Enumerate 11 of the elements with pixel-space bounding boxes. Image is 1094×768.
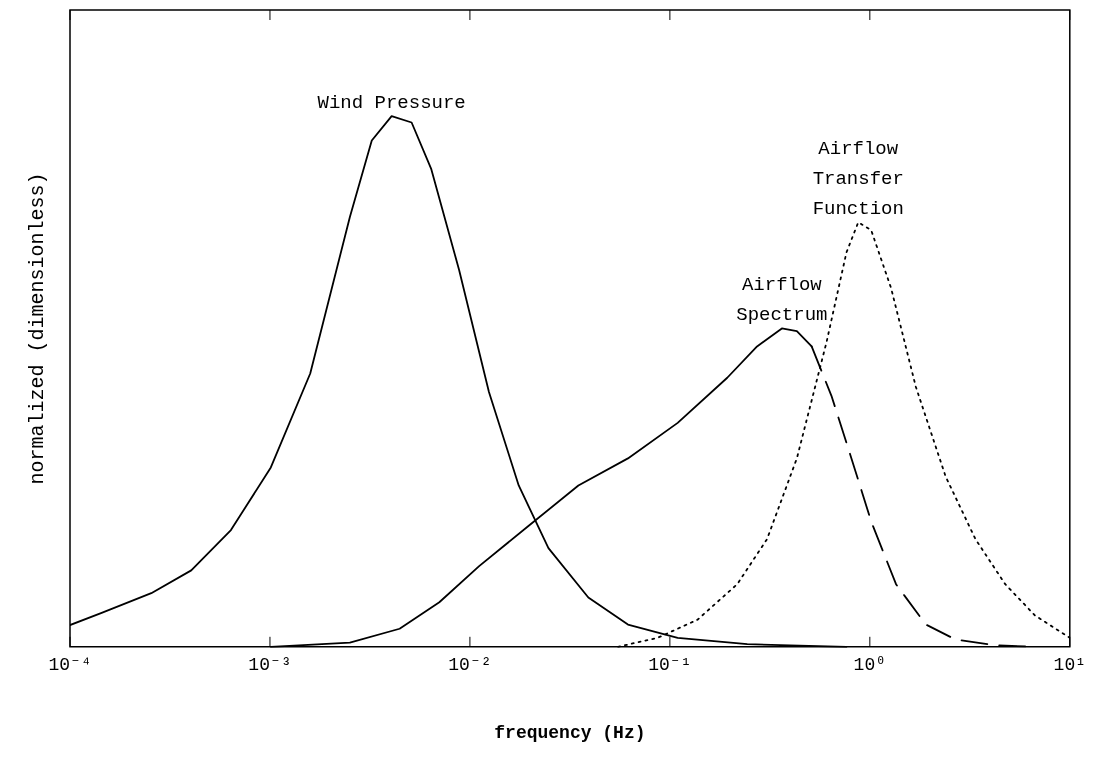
- x-tick-label: 10⁻⁴: [48, 655, 92, 676]
- x-axis-title: frequency (Hz): [494, 722, 646, 743]
- y-axis-title: normalized (dimensionless): [26, 172, 50, 485]
- x-tick-label: 10⁻³: [248, 655, 292, 676]
- x-tick-label: 10⁻²: [448, 655, 492, 676]
- series-label: Wind Pressure: [317, 92, 466, 115]
- series-label: Airflow Spectrum: [736, 274, 828, 327]
- x-tick-label: 10⁰: [853, 655, 887, 676]
- series-label: Airflow Transfer Function: [812, 138, 904, 221]
- x-tick-label: 10¹: [1053, 655, 1086, 676]
- x-tick-label: 10⁻¹: [648, 655, 692, 676]
